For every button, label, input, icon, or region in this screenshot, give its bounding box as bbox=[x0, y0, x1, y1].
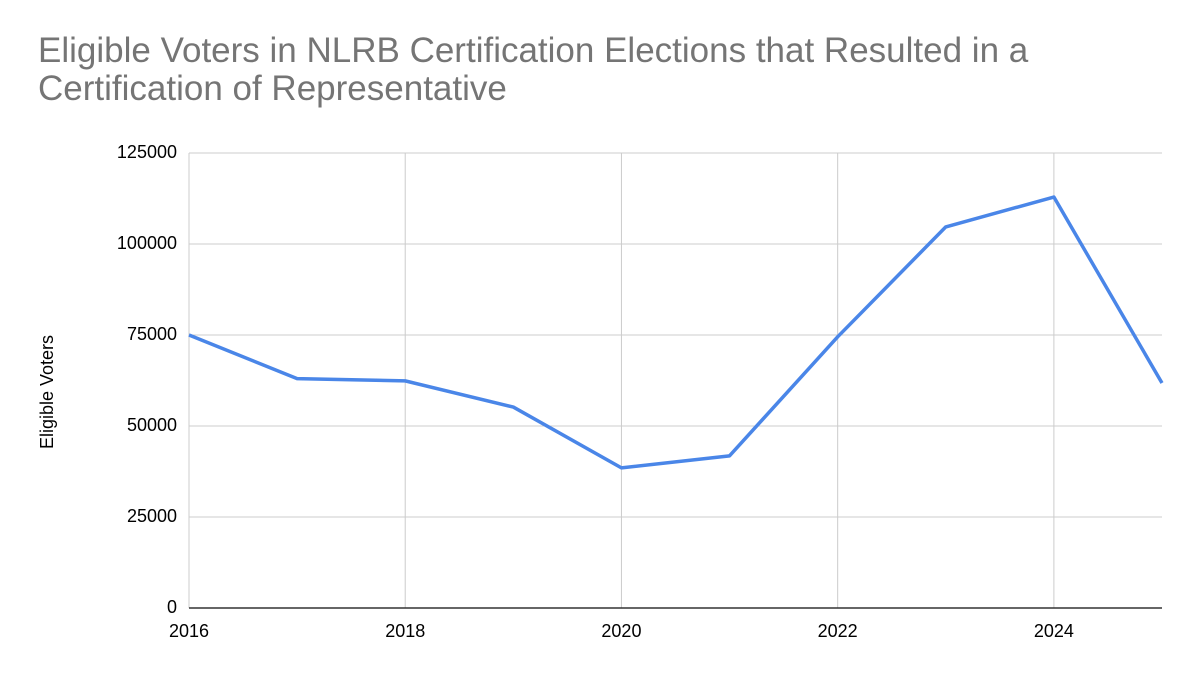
x-tick-label: 2016 bbox=[169, 621, 209, 641]
y-tick-label: 75000 bbox=[127, 324, 177, 344]
y-tick-label: 100000 bbox=[117, 233, 177, 253]
y-tick-label: 125000 bbox=[117, 142, 177, 162]
x-tick-label: 2024 bbox=[1034, 621, 1074, 641]
data-line bbox=[188, 195, 1164, 470]
x-tick-label: 2022 bbox=[818, 621, 858, 641]
y-axis-label: Eligible Voters bbox=[37, 335, 57, 449]
chart-title: Eligible Voters in NLRB Certification El… bbox=[38, 31, 1029, 108]
x-tick-label: 2020 bbox=[601, 621, 641, 641]
y-tick-label: 25000 bbox=[127, 506, 177, 526]
x-tick-label: 2018 bbox=[385, 621, 425, 641]
y-tick-label: 0 bbox=[167, 597, 177, 617]
y-tick-label: 50000 bbox=[127, 415, 177, 435]
